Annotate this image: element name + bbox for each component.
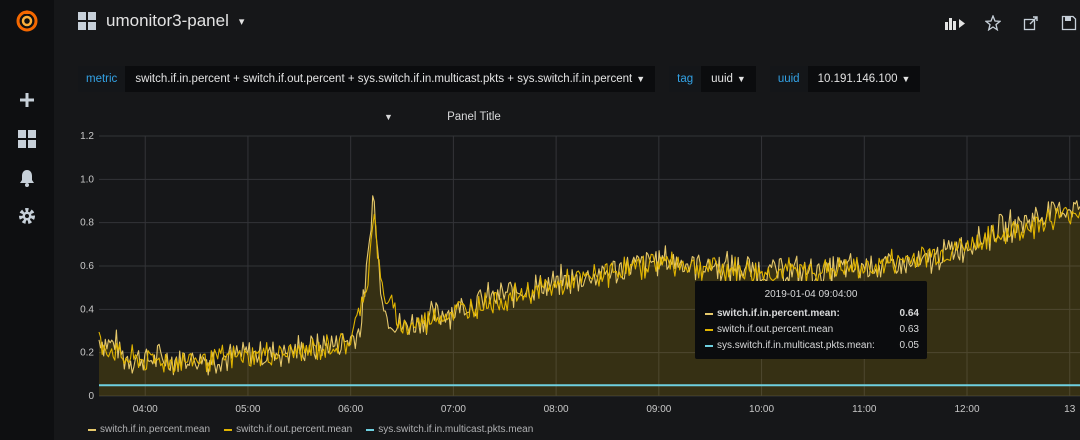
x-tick-label: 08:00 <box>544 404 569 415</box>
y-tick-label: 1.0 <box>80 174 94 185</box>
share-button[interactable] <box>1020 12 1042 34</box>
tooltip-series-value: 0.05 <box>899 340 919 351</box>
tooltip-series-value: 0.63 <box>899 324 919 335</box>
sidebar <box>0 0 54 440</box>
save-icon <box>1061 15 1077 31</box>
tooltip-row: switch.if.in.percent.mean: 0.64 <box>705 308 919 319</box>
tooltip-series-name: switch.if.out.percent.mean <box>717 324 834 335</box>
x-tick-label: 07:00 <box>441 404 466 415</box>
y-tick-label: 0.4 <box>80 304 94 315</box>
grafana-logo-icon[interactable] <box>14 8 40 34</box>
tooltip-series-name: switch.if.in.percent.mean: <box>717 308 840 319</box>
series-area-fill <box>99 195 1080 396</box>
panel-header: Panel Title ▼ <box>0 111 1080 123</box>
x-tick-label: 10:00 <box>749 404 774 415</box>
add-panel-button[interactable] <box>944 12 966 34</box>
chevron-down-icon: ▼ <box>736 74 746 84</box>
x-tick-label: 11:00 <box>852 404 877 415</box>
graph-tooltip: 2019-01-04 09:04:00 switch.if.in.percent… <box>695 281 927 359</box>
tooltip-series-swatch <box>705 312 713 315</box>
graph-legend: switch.if.in.percent.mean switch.if.out.… <box>88 424 533 435</box>
legend-label: sys.switch.if.in.multicast.pkts.mean <box>378 424 534 435</box>
legend-label: switch.if.in.percent.mean <box>100 424 211 435</box>
dashboard-navbar: umonitor3-panel ▾ <box>54 0 1080 46</box>
variable-value-metric-text: switch.if.in.percent + switch.if.out.per… <box>135 73 633 85</box>
dashboard-caret-icon: ▾ <box>238 15 245 28</box>
navbar-actions <box>944 12 1080 34</box>
legend-item[interactable]: switch.if.out.percent.mean <box>224 424 352 435</box>
variable-label-uuid: uuid <box>769 66 808 92</box>
legend-swatch <box>88 428 96 431</box>
star-button[interactable] <box>982 12 1004 34</box>
y-tick-label: 0.8 <box>80 218 94 229</box>
y-tick-label: 0 <box>88 391 94 402</box>
template-variables: metric switch.if.in.percent + switch.if.… <box>78 66 934 92</box>
tooltip-series-value: 0.64 <box>899 308 919 319</box>
y-tick-label: 1.2 <box>80 131 94 142</box>
alerting-bell-icon[interactable] <box>14 165 40 191</box>
legend-item[interactable]: sys.switch.if.in.multicast.pkts.mean <box>366 424 533 435</box>
x-tick-label: 13 <box>1064 404 1076 415</box>
configuration-gear-icon[interactable] <box>14 203 40 229</box>
graph-panel[interactable]: 0 0.2 0.4 0.6 0.8 1.0 1.2 04:00 05:00 06:00 07:00 0… <box>54 128 1080 424</box>
chevron-down-icon: ▼ <box>636 74 646 84</box>
tooltip-series-swatch <box>705 328 713 331</box>
dashboards-grid-icon[interactable] <box>14 126 40 152</box>
x-tick-label: 05:00 <box>235 404 260 415</box>
x-tick-label: 06:00 <box>338 404 363 415</box>
legend-item[interactable]: switch.if.in.percent.mean <box>88 424 210 435</box>
panel-menu-caret-icon: ▼ <box>383 112 393 122</box>
dashboard-picker[interactable]: umonitor3-panel ▾ <box>78 11 244 31</box>
variable-label-metric: metric <box>78 66 126 92</box>
tooltip-time: 2019-01-04 09:04:00 <box>764 289 858 300</box>
legend-swatch <box>224 428 233 431</box>
series-line-2 <box>98 206 1080 374</box>
legend-swatch <box>366 428 375 431</box>
tooltip-series-name: sys.switch.if.in.multicast.pkts.mean: <box>717 340 875 351</box>
variable-label-tag: tag <box>669 66 702 92</box>
panel-title: Panel Title <box>447 111 501 123</box>
save-button[interactable] <box>1058 12 1080 34</box>
create-plus-icon[interactable] <box>14 87 40 113</box>
tooltip-row: switch.if.out.percent.mean 0.63 <box>705 324 919 335</box>
variable-value-metric[interactable]: switch.if.in.percent + switch.if.out.per… <box>125 66 656 92</box>
x-tick-label: 09:00 <box>646 404 671 415</box>
legend-label: switch.if.out.percent.mean <box>236 424 353 435</box>
chevron-down-icon: ▼ <box>901 74 911 84</box>
add-panel-icon <box>945 18 965 30</box>
series-line-1 <box>98 195 1080 376</box>
variable-value-uuid-text: 10.191.146.100 <box>817 73 898 85</box>
variable-value-tag[interactable]: uuid ▼ <box>701 66 756 92</box>
tooltip-series-swatch <box>705 344 713 347</box>
variable-value-tag-text: uuid <box>711 73 733 85</box>
x-tick-label: 04:00 <box>133 404 158 415</box>
y-tick-label: 0.2 <box>80 348 94 359</box>
dashboard-title: umonitor3-panel <box>106 11 229 30</box>
tooltip-row: sys.switch.if.in.multicast.pkts.mean: 0.… <box>705 340 919 351</box>
star-icon <box>985 15 1001 31</box>
x-tick-label: 12:00 <box>954 404 979 415</box>
dashboard-grid-icon <box>78 12 96 30</box>
share-icon <box>1023 16 1038 31</box>
y-tick-label: 0.6 <box>80 261 94 272</box>
variable-value-uuid[interactable]: 10.191.146.100 ▼ <box>807 66 921 92</box>
